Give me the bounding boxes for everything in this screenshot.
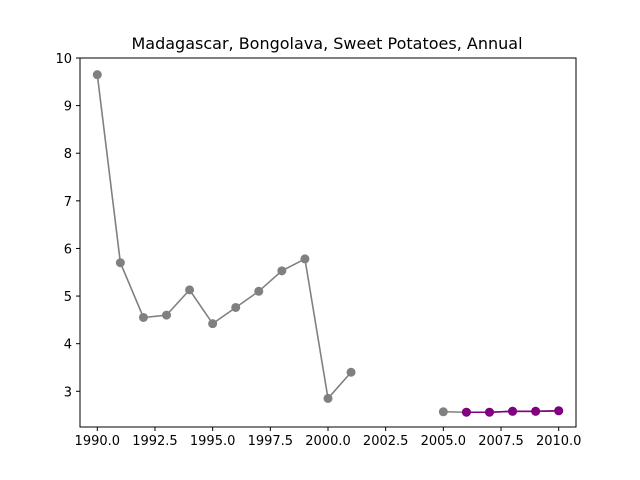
data-point: [508, 406, 518, 416]
series-1: [461, 406, 564, 417]
series-layer: [92, 70, 564, 417]
data-point: [115, 258, 125, 268]
x-tick-label: 2005.0: [421, 434, 467, 449]
data-point: [554, 406, 564, 416]
data-point: [138, 312, 148, 322]
y-tick-label: 5: [64, 290, 72, 305]
data-point: [461, 407, 471, 417]
y-tick-label: 9: [64, 100, 72, 115]
x-tick-label: 1990.0: [75, 434, 121, 449]
data-point: [162, 310, 172, 320]
data-point: [277, 266, 287, 276]
data-point: [92, 70, 102, 80]
data-point: [300, 254, 310, 264]
x-tick-label: 2007.5: [478, 434, 524, 449]
data-point: [254, 286, 264, 296]
data-point: [531, 406, 541, 416]
x-tick-label: 1995.0: [190, 434, 236, 449]
data-point: [438, 407, 448, 417]
x-axis: 1990.0 1992.5 1995.0 1997.5 2000.0 2002.5 2005…: [75, 427, 582, 449]
y-tick-label: 6: [64, 242, 72, 257]
data-point: [185, 285, 195, 295]
series-line: [96, 74, 352, 401]
y-tick-label: 4: [64, 338, 72, 353]
data-point: [323, 393, 333, 403]
x-tick-label: 2010.0: [536, 434, 582, 449]
x-tick-label: 1997.5: [248, 434, 294, 449]
y-tick-label: 10: [55, 52, 72, 67]
y-tick-label: 3: [64, 385, 72, 400]
x-tick-label: 2000.0: [305, 434, 351, 449]
data-point: [484, 407, 494, 417]
data-point: [231, 302, 241, 312]
data-point: [346, 367, 356, 377]
x-tick-label: 2002.5: [363, 434, 409, 449]
x-tick-label: 1992.5: [132, 434, 178, 449]
y-tick-label: 8: [64, 147, 72, 162]
y-tick-label: 7: [64, 195, 72, 210]
y-axis: 3 4 5 6 7 8 9 10: [55, 52, 80, 400]
data-point: [208, 319, 218, 329]
chart-title: Madagascar, Bongolava, Sweet Potatoes, A…: [131, 34, 522, 53]
